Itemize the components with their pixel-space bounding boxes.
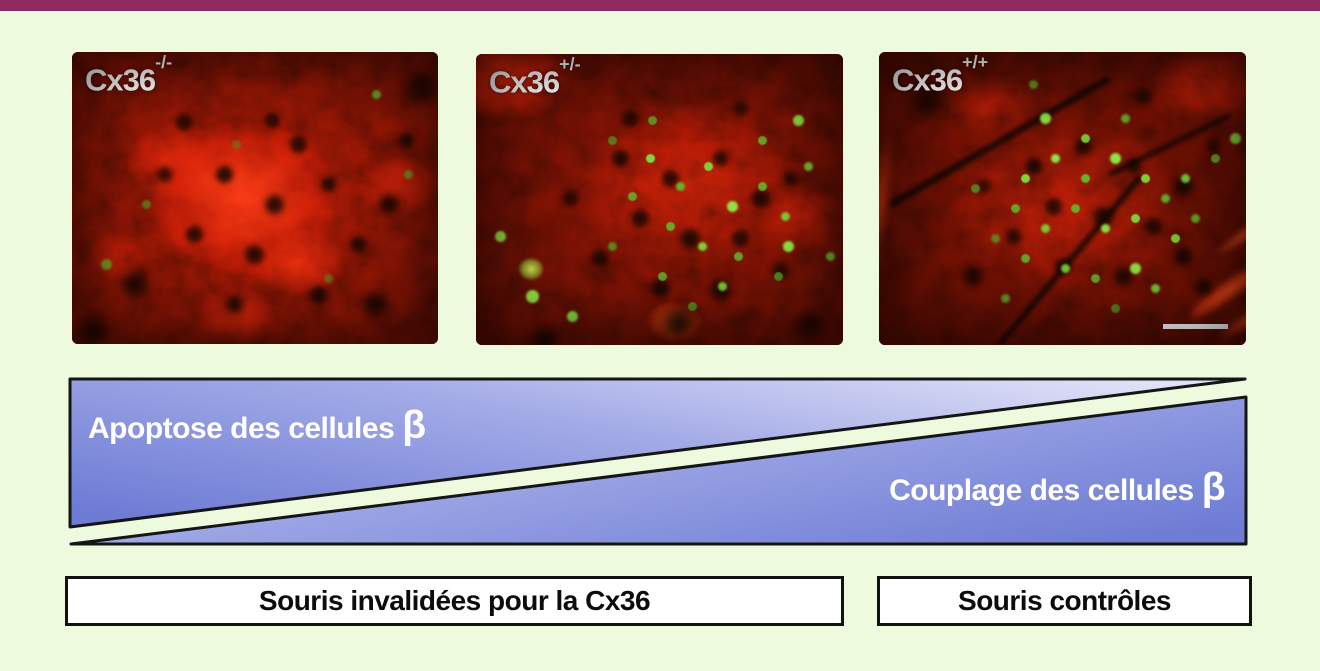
yellow-green-blob [514,254,548,284]
genotype-base: Cx36 [85,62,156,98]
genotype-label-heterozygous: Cx36+/- [489,55,581,100]
genotype-superscript: +/- [559,54,581,75]
scale-bar [1163,324,1228,329]
beta-symbol: β [402,404,426,447]
genotype-superscript: +/+ [962,52,989,73]
top-accent-bar [0,0,1320,11]
genotype-label-knockout: Cx36-/- [85,53,172,98]
micrograph-cx36-heterozygous: Cx36+/- [476,54,843,345]
group-box-control-label: Souris contrôles [958,585,1171,616]
group-box-knockout: Souris invalidées pour la Cx36 [65,576,844,626]
coupling-label-text: Couplage des cellules [889,474,1194,507]
genotype-label-wildtype: Cx36+/+ [892,53,988,98]
group-box-control: Souris contrôles [877,576,1252,626]
apoptosis-label: Apoptose des cellules β [88,406,426,448]
micrograph-cx36-knockout: Cx36-/- [72,52,438,344]
fluorescence-grain [476,54,843,345]
apoptosis-label-text: Apoptose des cellules [88,412,395,445]
fluorescence-grain [72,52,438,344]
beta-symbol: β [1201,466,1226,509]
genotype-base: Cx36 [892,62,963,98]
coupling-label: Couplage des cellules β [889,468,1225,510]
green-puncta [879,52,888,61]
group-box-knockout-label: Souris invalidées pour la Cx36 [258,585,651,616]
genotype-superscript: -/- [155,52,173,73]
genotype-base: Cx36 [489,64,560,100]
micrograph-cx36-wildtype: Cx36+/+ [879,52,1246,345]
green-puncta [476,54,485,63]
green-puncta [72,52,81,61]
